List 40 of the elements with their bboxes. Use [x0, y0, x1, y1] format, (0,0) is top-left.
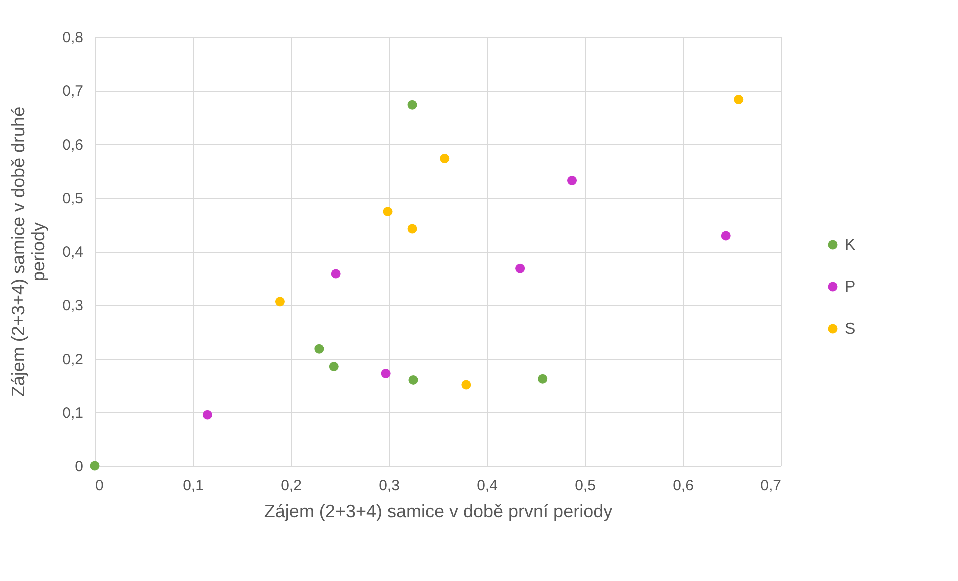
point: [408, 100, 418, 110]
point: [516, 264, 526, 274]
y-tick-label: 0,6: [62, 136, 84, 154]
y-tick-label: 0,2: [62, 351, 84, 368]
point: [383, 207, 393, 217]
y-tick-label: 0,8: [62, 30, 84, 46]
x-tick-label: 0,6: [673, 478, 694, 494]
legend-label: K: [845, 237, 856, 254]
x-tick-label: 0,1: [183, 478, 204, 494]
y-tick-label: 0,7: [62, 83, 84, 100]
point: [381, 369, 391, 378]
point: [314, 344, 324, 354]
x-tick-label: 0,4: [477, 478, 498, 494]
x-tick-label: 0,5: [575, 478, 596, 494]
point: [275, 297, 285, 307]
point: [440, 154, 450, 164]
legend-label: S: [845, 321, 856, 338]
point: [721, 231, 731, 241]
point: [568, 176, 578, 186]
y-tick-label: 0,1: [62, 404, 84, 422]
point: [202, 410, 212, 420]
x-tick-label: 0,3: [379, 478, 400, 494]
y-axis-title: Zájem (2+3+4) samice v době druhé periody: [8, 106, 49, 398]
point: [90, 461, 100, 471]
point: [329, 362, 339, 372]
point: [734, 95, 744, 104]
y-tick-label: 0,3: [62, 298, 84, 315]
point: [331, 269, 341, 279]
legend-label: P: [845, 279, 856, 296]
x-tick-label: 0: [96, 478, 104, 494]
x-axis-title: Zájem (2+3+4) samice v době první periody: [264, 502, 613, 522]
y-tick-label: 0,5: [62, 190, 84, 208]
y-tick-label: 0: [75, 458, 84, 476]
x-tick-label: 0,7: [760, 478, 782, 494]
point: [408, 224, 418, 234]
point: [538, 374, 548, 384]
point: [408, 375, 418, 385]
y-tick-label: 0,4: [62, 244, 84, 261]
x-tick-label: 0,2: [281, 478, 302, 494]
point: [462, 380, 472, 390]
